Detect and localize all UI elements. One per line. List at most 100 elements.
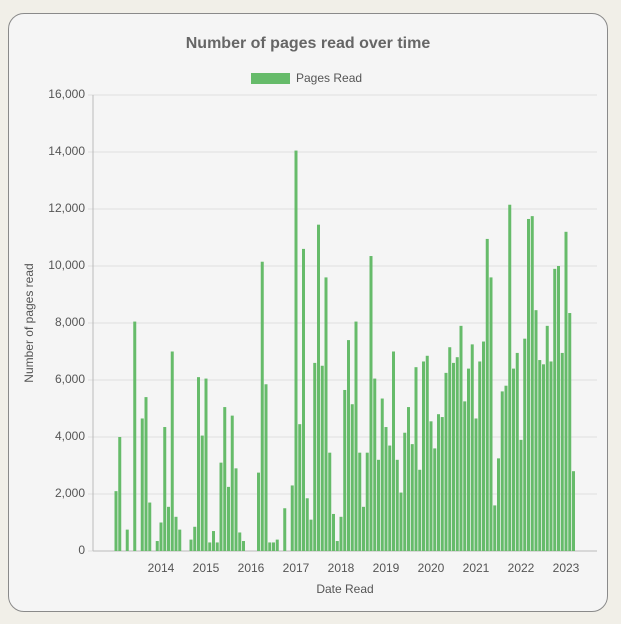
- bar: [189, 539, 193, 551]
- bar: [275, 539, 279, 551]
- bar: [478, 361, 482, 551]
- bar: [125, 529, 129, 551]
- bar: [298, 424, 302, 551]
- y-axis-label: Number of pages read: [22, 263, 36, 382]
- bar: [362, 506, 365, 551]
- bar: [317, 224, 320, 552]
- bar: [437, 414, 440, 551]
- bar: [197, 377, 200, 551]
- bar: [215, 542, 219, 551]
- bar: [515, 352, 519, 551]
- bar: [568, 313, 572, 551]
- bar: [283, 508, 287, 551]
- y-tick-label: 16,000: [48, 87, 85, 101]
- bar: [328, 452, 332, 551]
- bar: [463, 401, 467, 551]
- bar: [542, 364, 545, 551]
- bar: [377, 459, 380, 551]
- bar: [230, 415, 234, 551]
- bar: [324, 277, 328, 551]
- legend-label: Pages Read: [296, 71, 362, 85]
- bar: [373, 378, 377, 551]
- bar: [118, 437, 122, 551]
- bar: [350, 404, 354, 551]
- bar: [343, 389, 347, 551]
- bar: [178, 529, 182, 551]
- bar: [560, 352, 564, 551]
- bar: [242, 541, 245, 551]
- bar: [335, 541, 339, 551]
- bar: [234, 468, 238, 551]
- y-tick-label: 6,000: [55, 372, 85, 386]
- bar: [440, 417, 444, 551]
- bar: [410, 444, 414, 551]
- bar: [227, 486, 230, 551]
- legend-swatch: [251, 73, 290, 84]
- bar: [159, 522, 163, 551]
- chart-title: Number of pages read over time: [186, 35, 431, 52]
- bar: [365, 452, 369, 551]
- bar: [369, 256, 373, 551]
- bar: [272, 542, 275, 551]
- bar: [305, 498, 309, 551]
- x-tick-label: 2021: [463, 561, 490, 575]
- bar: [332, 513, 335, 551]
- bar: [155, 541, 159, 551]
- bar: [500, 391, 504, 551]
- x-tick-label: 2022: [508, 561, 535, 575]
- x-tick-label: 2023: [553, 561, 580, 575]
- bar: [538, 360, 542, 551]
- y-tick-label: 2,000: [55, 486, 85, 500]
- bar: [508, 204, 512, 551]
- bar: [114, 491, 118, 551]
- x-tick-label: 2016: [238, 561, 265, 575]
- bar: [418, 469, 422, 551]
- x-tick-label: 2017: [283, 561, 310, 575]
- bar: [474, 418, 478, 551]
- bar: [193, 526, 197, 551]
- bar: [354, 321, 358, 551]
- bar: [527, 218, 530, 551]
- x-tick-label: 2019: [373, 561, 400, 575]
- bar: [572, 471, 575, 551]
- x-axis-label: Date Read: [316, 582, 373, 596]
- bar: [433, 448, 437, 551]
- bar: [347, 340, 350, 551]
- bar: [358, 452, 362, 551]
- bar: [452, 362, 455, 551]
- bar: [399, 492, 403, 551]
- bar: [425, 355, 429, 551]
- bar: [534, 310, 538, 551]
- bar: [429, 421, 433, 551]
- bar: [444, 372, 448, 551]
- bar: [470, 344, 474, 551]
- bar: [260, 261, 264, 551]
- bar: [133, 321, 137, 551]
- bar: [380, 398, 384, 551]
- bar: [403, 432, 407, 551]
- bar: [489, 277, 493, 551]
- bar: [407, 407, 410, 551]
- x-tick-label: 2015: [193, 561, 220, 575]
- bar: [339, 516, 343, 551]
- bar: [482, 341, 485, 551]
- bar: [523, 338, 527, 551]
- bar: [208, 542, 212, 551]
- bar: [530, 216, 534, 551]
- bar: [497, 458, 500, 551]
- bar: [309, 519, 313, 551]
- bar: [167, 506, 170, 551]
- bar: [268, 542, 272, 551]
- y-tick-label: 14,000: [48, 144, 85, 158]
- bar: [414, 367, 418, 551]
- bar: [257, 472, 260, 551]
- bar: [553, 268, 557, 551]
- bar: [455, 357, 459, 551]
- bar: [545, 325, 549, 551]
- bar: [140, 418, 144, 551]
- bar: [519, 439, 523, 551]
- bar: [388, 445, 392, 551]
- bar: [148, 502, 152, 551]
- bar: [170, 351, 174, 551]
